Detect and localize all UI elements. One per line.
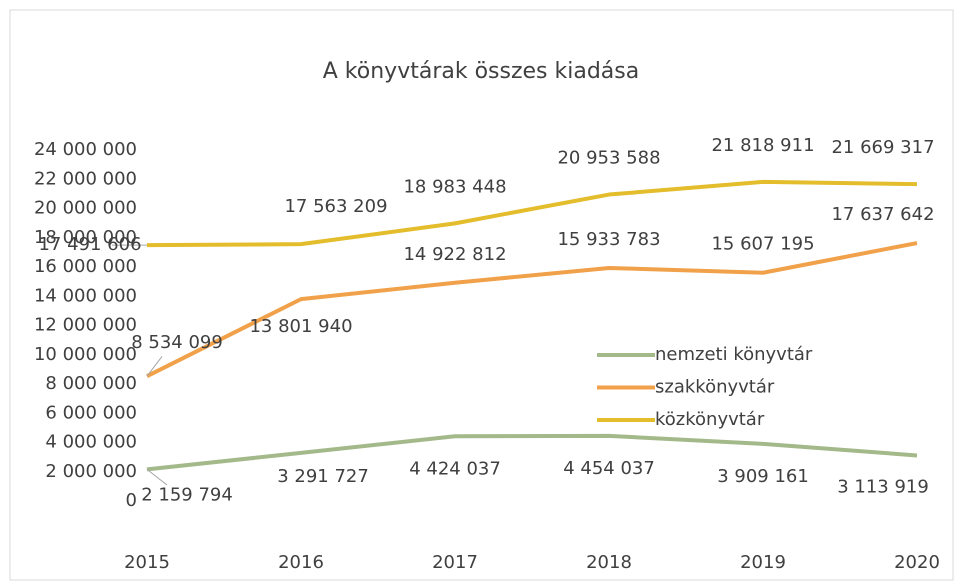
y-tick-label: 0 (126, 490, 137, 511)
data-label: 14 922 812 (403, 244, 506, 265)
data-label: 21 818 911 (711, 135, 814, 156)
data-label: 20 953 588 (557, 148, 660, 169)
x-tick-label: 2020 (894, 552, 940, 573)
legend-label: közkönyvtár (655, 409, 765, 430)
y-tick-label: 2 000 000 (45, 461, 137, 482)
data-label: 2 159 794 (141, 484, 233, 505)
data-label: 4 454 037 (563, 458, 655, 479)
series-line (146, 241, 918, 378)
x-tick-label: 2018 (586, 552, 632, 573)
y-tick-label: 4 000 000 (45, 432, 137, 453)
chart-title: A könyvtárak összes kiadása (323, 59, 639, 84)
leader-line (146, 356, 163, 377)
y-tick-label: 16 000 000 (34, 256, 137, 277)
legend-label: nemzeti könyvtár (655, 344, 813, 365)
series-line (146, 433, 918, 472)
y-tick-label: 20 000 000 (34, 198, 137, 219)
data-label: 3 909 161 (717, 466, 809, 487)
y-tick-label: 18 000 000 (34, 227, 137, 248)
chart-border (9, 9, 954, 581)
y-tick-label: 22 000 000 (34, 168, 137, 189)
y-tick-label: 14 000 000 (34, 285, 137, 306)
data-label: 17 637 642 (831, 204, 934, 225)
y-tick-label: 12 000 000 (34, 315, 137, 336)
data-label: 17 563 209 (284, 196, 387, 217)
y-tick-label: 6 000 000 (45, 402, 137, 423)
series-line (146, 179, 918, 248)
data-label: 4 424 037 (409, 458, 501, 479)
data-label: 15 933 783 (557, 229, 660, 250)
y-tick-label: 24 000 000 (34, 139, 137, 160)
y-tick-label: 10 000 000 (34, 344, 137, 365)
x-tick-label: 2016 (278, 552, 324, 573)
x-tick-label: 2017 (432, 552, 478, 573)
data-label: 3 113 919 (837, 476, 929, 497)
legend-label: szakkönyvtár (655, 377, 775, 398)
x-tick-label: 2019 (740, 552, 786, 573)
data-label: 21 669 317 (831, 137, 934, 158)
data-label: 15 607 195 (711, 234, 814, 255)
data-label: 18 983 448 (403, 176, 506, 197)
data-label: 8 534 099 (131, 332, 223, 353)
data-label: 3 291 727 (277, 466, 369, 487)
data-label: 17 491 606 (38, 234, 141, 255)
y-tick-label: 8 000 000 (45, 373, 137, 394)
data-label: 13 801 940 (249, 316, 352, 337)
leader-line (146, 469, 168, 486)
x-tick-label: 2015 (124, 552, 170, 573)
